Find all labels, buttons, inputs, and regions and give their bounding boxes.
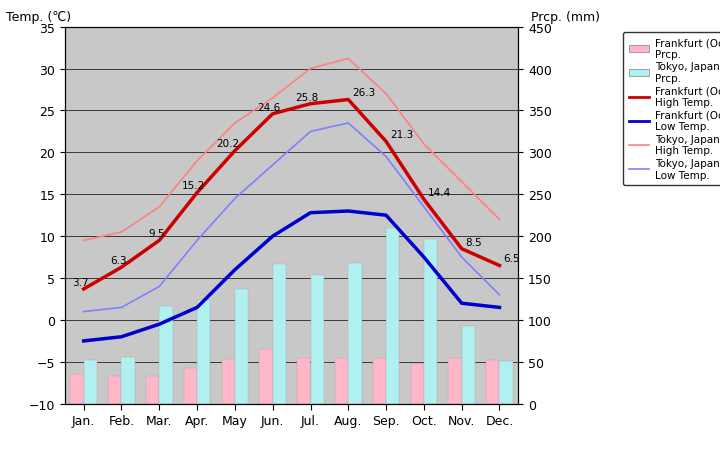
Bar — [373, 358, 386, 404]
Text: 8.5: 8.5 — [465, 237, 482, 247]
Bar — [449, 358, 462, 404]
Bar — [197, 300, 210, 404]
Bar — [122, 357, 135, 404]
Legend: Frankfurt (Oder)
Prcp., Tokyo, Japan
Prcp., Frankfurt (Oder)
High Temp., Frankfu: Frankfurt (Oder) Prcp., Tokyo, Japan Prc… — [624, 33, 720, 185]
Text: Temp. (℃): Temp. (℃) — [6, 11, 71, 24]
Text: 3.7: 3.7 — [72, 277, 89, 287]
Bar — [410, 364, 424, 404]
Bar — [310, 275, 324, 404]
Bar — [462, 326, 475, 404]
Text: 20.2: 20.2 — [216, 139, 239, 149]
Text: Prcp. (mm): Prcp. (mm) — [531, 11, 600, 24]
Bar — [146, 376, 159, 404]
Bar — [108, 376, 122, 404]
Bar — [386, 228, 400, 404]
Text: 15.2: 15.2 — [182, 181, 205, 191]
Bar — [297, 358, 310, 404]
Bar — [71, 374, 84, 404]
Text: 6.5: 6.5 — [503, 254, 520, 264]
Text: 25.8: 25.8 — [295, 92, 319, 102]
Text: 21.3: 21.3 — [390, 130, 413, 140]
Bar — [159, 306, 173, 404]
Bar — [486, 360, 500, 404]
Bar — [424, 239, 437, 404]
Bar — [348, 263, 361, 404]
Text: 14.4: 14.4 — [428, 188, 451, 198]
Bar — [335, 358, 348, 404]
Text: 9.5: 9.5 — [148, 229, 165, 239]
Bar — [259, 350, 273, 404]
Bar — [273, 264, 286, 404]
Bar — [235, 289, 248, 404]
Bar — [500, 361, 513, 404]
Text: 6.3: 6.3 — [110, 255, 127, 265]
Text: 26.3: 26.3 — [352, 88, 375, 98]
Bar — [84, 360, 97, 404]
Bar — [222, 359, 235, 404]
Text: 24.6: 24.6 — [258, 102, 281, 112]
Bar — [184, 368, 197, 404]
